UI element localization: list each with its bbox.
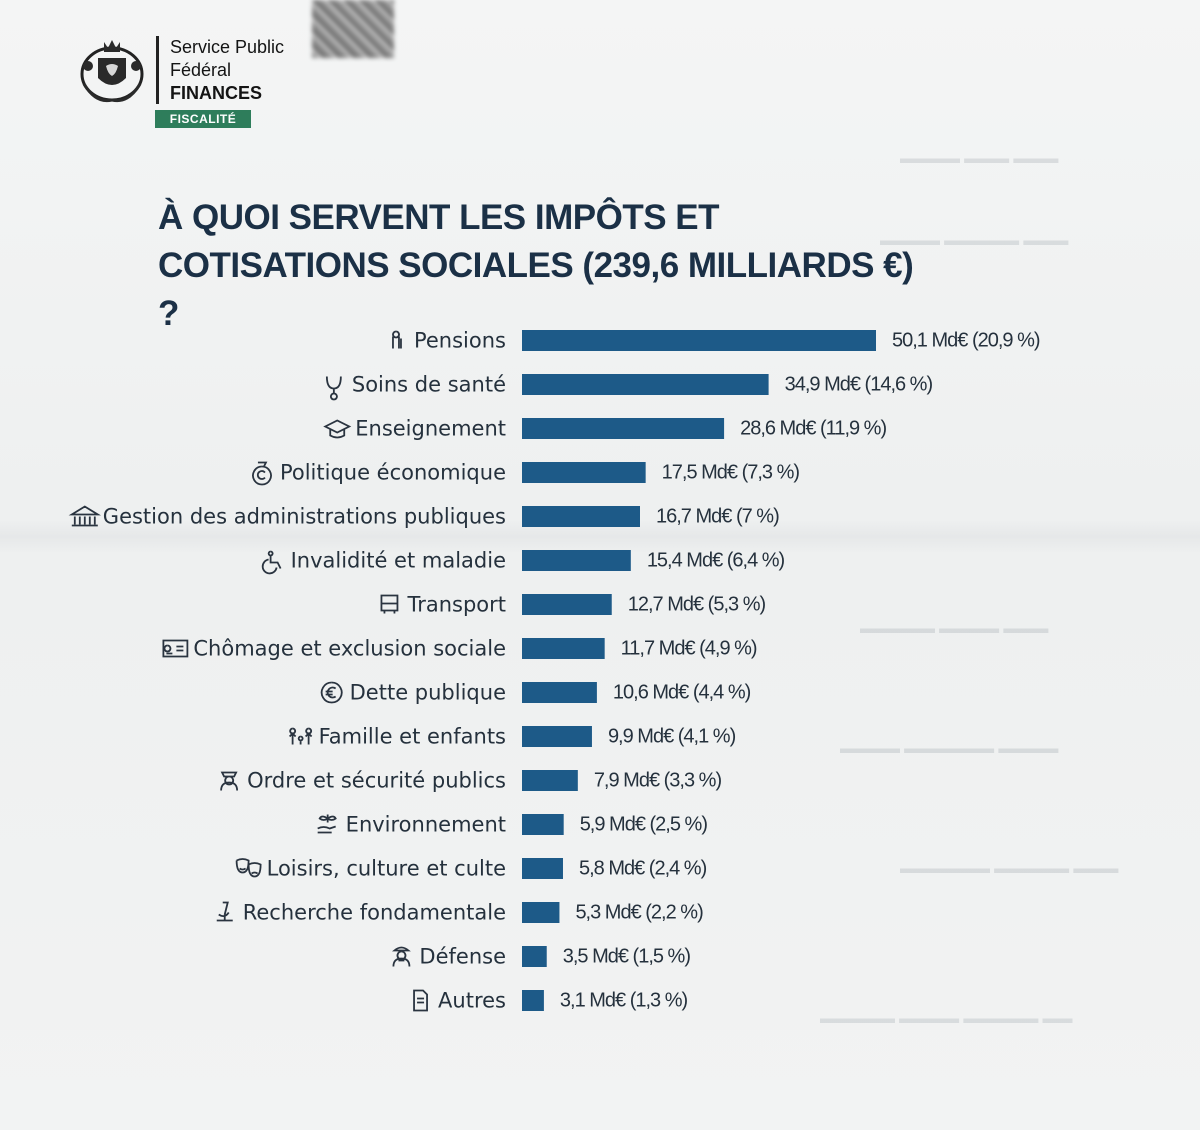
data-label: 50,1 Md€ (20,9 %) bbox=[892, 330, 1040, 352]
category-label: Politique économique bbox=[280, 461, 506, 485]
bar bbox=[522, 550, 631, 571]
bleed-through-text: ▬▬▬▬▬▬ ▬▬▬▬▬ ▬▬▬ bbox=[900, 860, 1119, 877]
police-officer-icon bbox=[220, 771, 239, 791]
fiscalite-badge: FISCALITÉ bbox=[155, 110, 251, 128]
stethoscope-icon bbox=[325, 376, 342, 401]
chart-row: Transport 12,7 Md€ (5,3 %) bbox=[380, 593, 766, 617]
category-label: Enseignement bbox=[355, 417, 506, 441]
microscope-icon bbox=[216, 901, 233, 922]
chart-row: Loisirs, culture et culte 5,8 Md€ (2,4 %) bbox=[235, 857, 708, 881]
wheelchair-icon bbox=[261, 550, 282, 575]
category-label: Famille et enfants bbox=[319, 725, 506, 749]
org-line-2: Fédéral bbox=[170, 60, 232, 80]
euro-coin-icon bbox=[320, 681, 343, 704]
bleed-through-text: ▬▬▬▬ ▬▬▬▬▬▬ ▬▬▬▬ bbox=[840, 740, 1059, 757]
bar bbox=[522, 814, 564, 835]
bar bbox=[522, 990, 544, 1011]
blurred-qr-code bbox=[312, 0, 394, 58]
data-label: 7,9 Md€ (3,3 %) bbox=[594, 770, 722, 792]
chart-row: Environnement 5,9 Md€ (2,5 %) bbox=[317, 813, 708, 837]
data-label: 5,3 Md€ (2,2 %) bbox=[575, 902, 703, 924]
data-label: 5,8 Md€ (2,4 %) bbox=[579, 858, 707, 880]
family-icon bbox=[288, 727, 313, 745]
bar bbox=[522, 374, 769, 395]
bar bbox=[522, 946, 547, 967]
chart-row: Soins de santé 34,9 Md€ (14,6 %) bbox=[325, 373, 933, 401]
bleed-through-text: ▬▬▬▬ ▬▬▬▬▬ ▬▬▬ bbox=[880, 232, 1069, 249]
organization-name: Service Public Fédéral FINANCES bbox=[170, 36, 284, 105]
bleed-through-text: ▬▬▬▬ ▬▬▬ ▬▬▬ bbox=[900, 150, 1059, 167]
chart-row: Famille et enfants 9,9 Md€ (4,1 %) bbox=[288, 725, 737, 749]
bar bbox=[522, 594, 612, 615]
document-icon bbox=[413, 989, 428, 1012]
government-building-icon bbox=[68, 505, 101, 527]
chart-row: Recherche fondamentale 5,3 Md€ (2,2 %) bbox=[216, 901, 704, 925]
bus-icon bbox=[380, 594, 399, 614]
category-label: Gestion des administrations publiques bbox=[103, 505, 506, 529]
data-label: 11,7 Md€ (4,9 %) bbox=[621, 638, 757, 660]
category-label: Dette publique bbox=[350, 681, 506, 705]
bar bbox=[522, 682, 597, 703]
org-line-3: FINANCES bbox=[170, 83, 263, 103]
data-label: 15,4 Md€ (6,4 %) bbox=[647, 550, 785, 572]
data-label: 5,9 Md€ (2,5 %) bbox=[580, 814, 708, 836]
chart-row: Politique économique 17,5 Md€ (7,3 %) bbox=[252, 461, 800, 486]
graduation-cap-icon bbox=[323, 419, 352, 439]
soldier-icon bbox=[391, 946, 411, 967]
chart-row: Autres 3,1 Md€ (1,3 %) bbox=[413, 989, 689, 1013]
bar bbox=[522, 902, 560, 923]
plant-hand-icon bbox=[317, 814, 337, 834]
data-label: 16,7 Md€ (7 %) bbox=[656, 506, 779, 528]
chart-row: Ordre et sécurité publics 7,9 Md€ (3,3 %) bbox=[220, 769, 722, 793]
job-card-icon bbox=[162, 639, 189, 658]
elderly-person-icon bbox=[392, 330, 402, 349]
logo-divider bbox=[156, 36, 159, 104]
category-label: Chômage et exclusion sociale bbox=[193, 637, 506, 661]
data-label: 10,6 Md€ (4,4 %) bbox=[613, 682, 751, 704]
chart-row: Chômage et exclusion sociale 11,7 Md€ (4,… bbox=[162, 637, 758, 661]
data-label: 3,5 Md€ (1,5 %) bbox=[563, 946, 691, 968]
category-label: Loisirs, culture et culte bbox=[267, 857, 506, 881]
bar bbox=[522, 506, 640, 527]
bar bbox=[522, 462, 646, 483]
data-label: 12,7 Md€ (5,3 %) bbox=[628, 594, 766, 616]
bar bbox=[522, 638, 605, 659]
chart-row: Invalidité et maladie 15,4 Md€ (6,4 %) bbox=[261, 549, 786, 575]
category-label: Transport bbox=[406, 593, 506, 617]
category-label: Autres bbox=[438, 989, 506, 1013]
data-label: 3,1 Md€ (1,3 %) bbox=[560, 990, 688, 1012]
chart-row: Dette publique 10,6 Md€ (4,4 %) bbox=[320, 681, 752, 705]
chart-title: À QUOI SERVENT LES IMPÔTS ET COTISATIONS… bbox=[158, 198, 914, 333]
data-label: 28,6 Md€ (11,9 %) bbox=[740, 418, 886, 440]
money-bag-icon bbox=[252, 461, 272, 486]
theater-masks-icon bbox=[235, 858, 262, 878]
category-label: Environnement bbox=[346, 813, 506, 837]
bar bbox=[522, 330, 876, 351]
data-label: 34,9 Md€ (14,6 %) bbox=[785, 374, 933, 396]
chart-row: Pensions 50,1 Md€ (20,9 %) bbox=[392, 329, 1041, 353]
bar bbox=[522, 726, 592, 747]
coat-of-arms-icon bbox=[80, 40, 144, 103]
chart-row: Enseignement 28,6 Md€ (11,9 %) bbox=[323, 417, 887, 441]
category-label: Défense bbox=[419, 945, 506, 969]
category-label: Pensions bbox=[414, 329, 506, 353]
category-label: Recherche fondamentale bbox=[243, 901, 506, 925]
category-label: Ordre et sécurité publics bbox=[247, 769, 506, 793]
bar bbox=[522, 418, 725, 439]
category-label: Soins de santé bbox=[352, 373, 506, 397]
chart-row: Défense 3,5 Md€ (1,5 %) bbox=[391, 945, 691, 969]
chart-row: Gestion des administrations publiques 16,… bbox=[68, 505, 780, 529]
org-line-1: Service Public bbox=[170, 37, 285, 57]
bleed-through-text: ▬▬▬▬▬ ▬▬▬▬ ▬▬▬ bbox=[860, 620, 1049, 637]
category-label: Invalidité et maladie bbox=[291, 549, 506, 573]
data-label: 9,9 Md€ (4,1 %) bbox=[608, 726, 736, 748]
bar bbox=[522, 858, 563, 879]
data-label: 17,5 Md€ (7,3 %) bbox=[662, 462, 800, 484]
bleed-through-text: ▬▬▬▬▬ ▬▬▬▬ ▬▬▬▬▬ ▬▬ bbox=[820, 1010, 1073, 1027]
bar bbox=[522, 770, 578, 791]
